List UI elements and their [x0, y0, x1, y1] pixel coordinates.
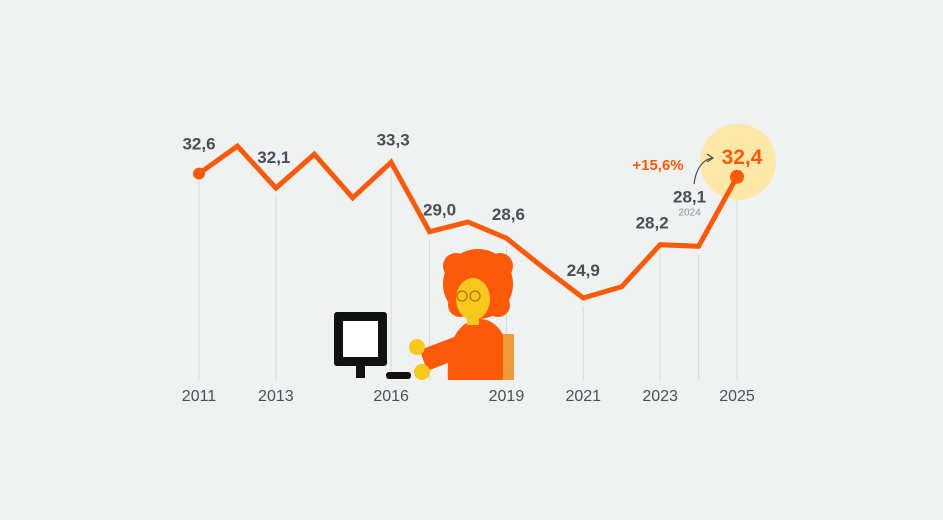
highlight-value-label: 32,4 [722, 146, 763, 169]
data-point [730, 169, 744, 184]
value-label: 28,1 [673, 187, 706, 206]
change-annotation: +15,6% [632, 153, 715, 185]
value-label: 33,3 [377, 130, 410, 149]
arm [420, 334, 466, 371]
value-label: 28,2 [636, 214, 669, 233]
arrowhead-icon [706, 153, 715, 163]
highlight-circle [700, 123, 776, 200]
x-axis-ticks: 2011 2013 2016 2019 2021 2023 2025 [182, 388, 755, 405]
torso [447, 318, 514, 380]
x-tick-label: 2021 [565, 388, 601, 405]
person-at-computer-illustration [334, 249, 514, 380]
value-label: 32,6 [182, 135, 215, 154]
glasses-icon [456, 290, 468, 302]
keyboard-icon [386, 372, 411, 379]
hand-icon [409, 339, 425, 355]
x-tick-label: 2011 [182, 388, 217, 405]
x-tick-label: 2025 [719, 388, 755, 405]
value-label: 29,0 [423, 201, 456, 220]
data-point [193, 167, 205, 180]
face [456, 278, 490, 320]
x-tick-label: 2023 [642, 388, 678, 405]
value-sublabel: 2024 [678, 207, 701, 218]
change-label: +15,6% [632, 157, 683, 174]
series-line [197, 142, 740, 301]
value-label: 32,1 [257, 148, 290, 167]
value-label: 28,6 [492, 205, 525, 224]
x-tick-label: 2013 [258, 388, 294, 405]
x-tick-label: 2016 [373, 388, 409, 405]
x-tick-label: 2019 [489, 388, 525, 405]
data-points [193, 167, 744, 184]
curved-arrow-icon [693, 157, 713, 185]
value-label: 24,9 [567, 261, 600, 280]
